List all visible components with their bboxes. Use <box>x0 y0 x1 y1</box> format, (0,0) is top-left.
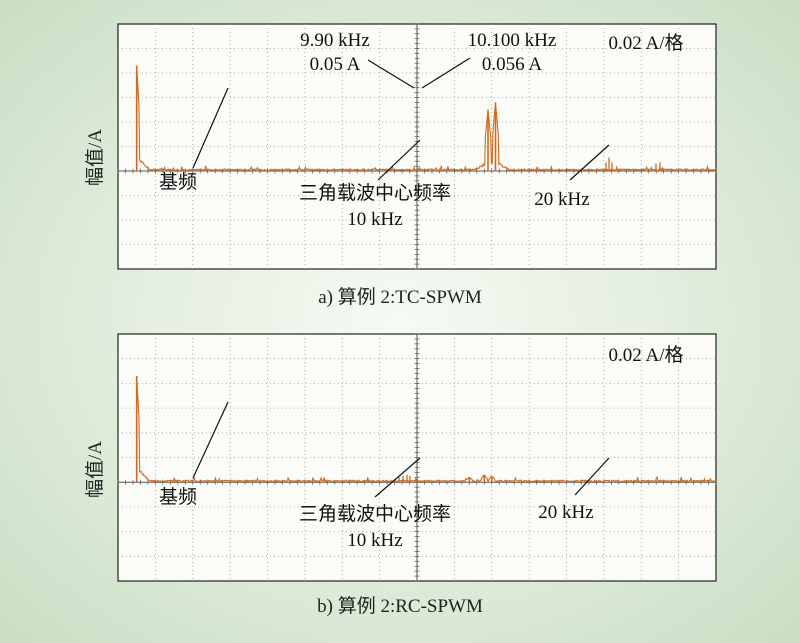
annotation-text: 三角载波中心频率 <box>299 182 451 204</box>
annotation-text: 基频 <box>159 486 197 508</box>
leader-line <box>574 457 610 496</box>
chart-caption: a) 算例 2:TC-SPWM <box>318 287 482 308</box>
annotation-text: 0.05 A <box>310 54 361 75</box>
annotation-text: 0.056 A <box>482 54 542 75</box>
annotation-fund: 基频 <box>159 87 229 193</box>
annotation-text: 20 kHz <box>534 189 589 210</box>
leader-line <box>421 57 471 89</box>
annotation-text: 20 kHz <box>538 502 593 523</box>
annotation-carrier: 三角载波中心频率 10 kHz <box>299 457 451 551</box>
leader-line <box>377 139 421 181</box>
annotation-text: 9.90 kHz <box>300 30 370 51</box>
leader-line <box>569 144 610 181</box>
grid <box>118 24 716 269</box>
leader-line <box>192 87 229 169</box>
chart-panel-a: 0.02 A/格基频 9.90 kHz 0.05 A 10.100 kHz 0.056 … <box>0 0 800 321</box>
scale-label: 0.02 A/格 <box>609 344 684 366</box>
spectrum-trace <box>136 65 716 172</box>
leader-line <box>374 457 421 498</box>
annotation-f20: 20 kHz <box>538 457 610 523</box>
y-axis-label: 幅值/A <box>85 440 106 498</box>
leader-line <box>192 401 229 479</box>
annotation-text: 10 kHz <box>347 530 402 551</box>
annotation-peak-left: 9.90 kHz 0.05 A <box>300 30 415 89</box>
chart-panel-b: 0.02 A/格 基频 三角载波中心频率 10 kHz 20 kHz 幅值/A b) 算… <box>0 321 800 643</box>
annotation-fund: 基频 <box>159 401 229 508</box>
annotation-text: 基频 <box>159 171 197 193</box>
annotation-f20: 20 kHz <box>534 144 610 210</box>
annotation-text: 10 kHz <box>347 209 402 230</box>
spectrum-chart-a: 0.02 A/格基频 9.90 kHz 0.05 A 10.100 kHz 0.056 … <box>117 23 717 270</box>
annotation-text: 10.100 kHz <box>468 30 557 51</box>
annotation-peak-right: 10.100 kHz 0.056 A <box>421 30 557 89</box>
chart-caption: b) 算例 2:RC-SPWM <box>317 596 483 617</box>
annotation-text: 三角载波中心频率 <box>299 503 451 525</box>
leader-line <box>367 59 415 89</box>
annotation-carrier: 三角载波中心频率 10 kHz <box>299 139 451 230</box>
spectrum-trace <box>136 375 716 484</box>
y-axis-label: 幅值/A <box>85 128 106 186</box>
scale-label: 0.02 A/格 <box>609 32 684 54</box>
